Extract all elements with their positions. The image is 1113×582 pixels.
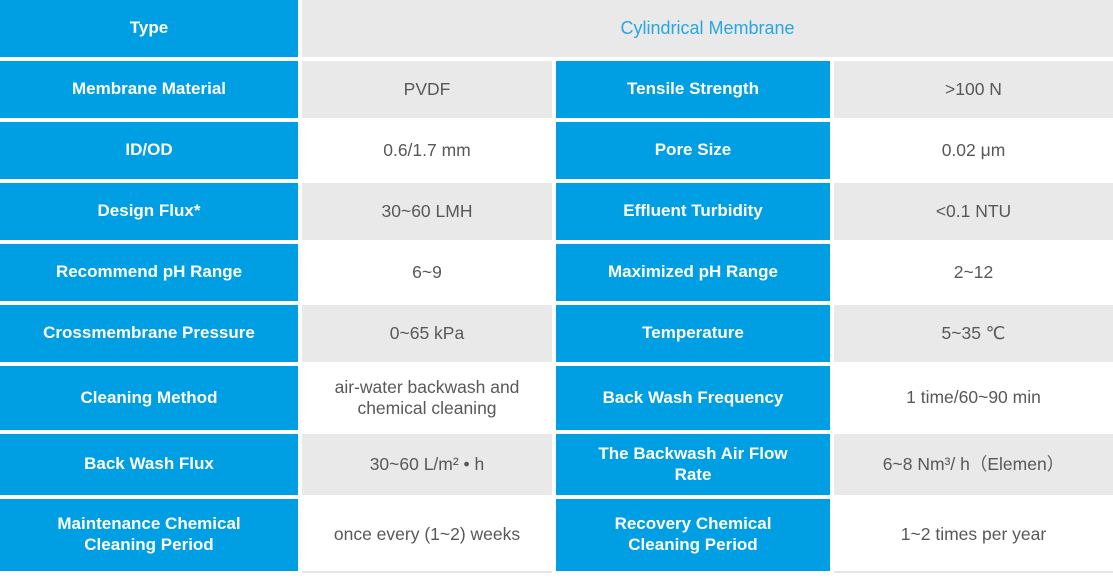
spec-label-cell: The Backwash Air Flow Rate xyxy=(556,434,830,495)
spec-label-cell: Back Wash Flux xyxy=(0,434,298,495)
spec-label-cell: Maintenance Chemical Cleaning Period xyxy=(0,499,298,571)
spec-value-cell: 0~65 kPa xyxy=(302,305,552,362)
spec-label-cell: Design Flux* xyxy=(0,183,298,240)
spec-value-cell: once every (1~2) weeks xyxy=(302,499,552,571)
spec-label-cell: Maximized pH Range xyxy=(556,244,830,301)
spec-label-cell: Back Wash Frequency xyxy=(556,366,830,430)
spec-value-cell: PVDF xyxy=(302,61,552,118)
spec-label-cell: Membrane Material xyxy=(0,61,298,118)
spec-value-cell: 6~8 Nm³/ h（Elemen） xyxy=(834,434,1113,495)
spec-label-cell: Effluent Turbidity xyxy=(556,183,830,240)
spec-value-cell: >100 N xyxy=(834,61,1113,118)
spec-value-cell: 30~60 LMH xyxy=(302,183,552,240)
spec-value-cell: 0.6/1.7 mm xyxy=(302,122,552,179)
spec-value-cell: 1 time/60~90 min xyxy=(834,366,1113,430)
type-label-cell: Type xyxy=(0,0,298,57)
spec-value-cell: 30~60 L/m² • h xyxy=(302,434,552,495)
spec-value-cell: 0.02 μm xyxy=(834,122,1113,179)
spec-label-cell: ID/OD xyxy=(0,122,298,179)
spec-value-cell: <0.1 NTU xyxy=(834,183,1113,240)
spec-value-cell: 5~35 ℃ xyxy=(834,305,1113,362)
spec-label-cell: Tensile Strength xyxy=(556,61,830,118)
spec-value-cell: 6~9 xyxy=(302,244,552,301)
spec-label-cell: Recommend pH Range xyxy=(0,244,298,301)
spec-value-cell: air-water backwash and chemical cleaning xyxy=(302,366,552,430)
spec-label-cell: Pore Size xyxy=(556,122,830,179)
spec-label-cell: Crossmembrane Pressure xyxy=(0,305,298,362)
type-value-cell: Cylindrical Membrane xyxy=(302,0,1113,57)
spec-value-cell: 1~2 times per year xyxy=(834,499,1113,571)
spec-label-cell: Cleaning Method xyxy=(0,366,298,430)
spec-value-cell: 2~12 xyxy=(834,244,1113,301)
spec-label-cell: Temperature xyxy=(556,305,830,362)
spec-label-cell: Recovery Chemical Cleaning Period xyxy=(556,499,830,571)
